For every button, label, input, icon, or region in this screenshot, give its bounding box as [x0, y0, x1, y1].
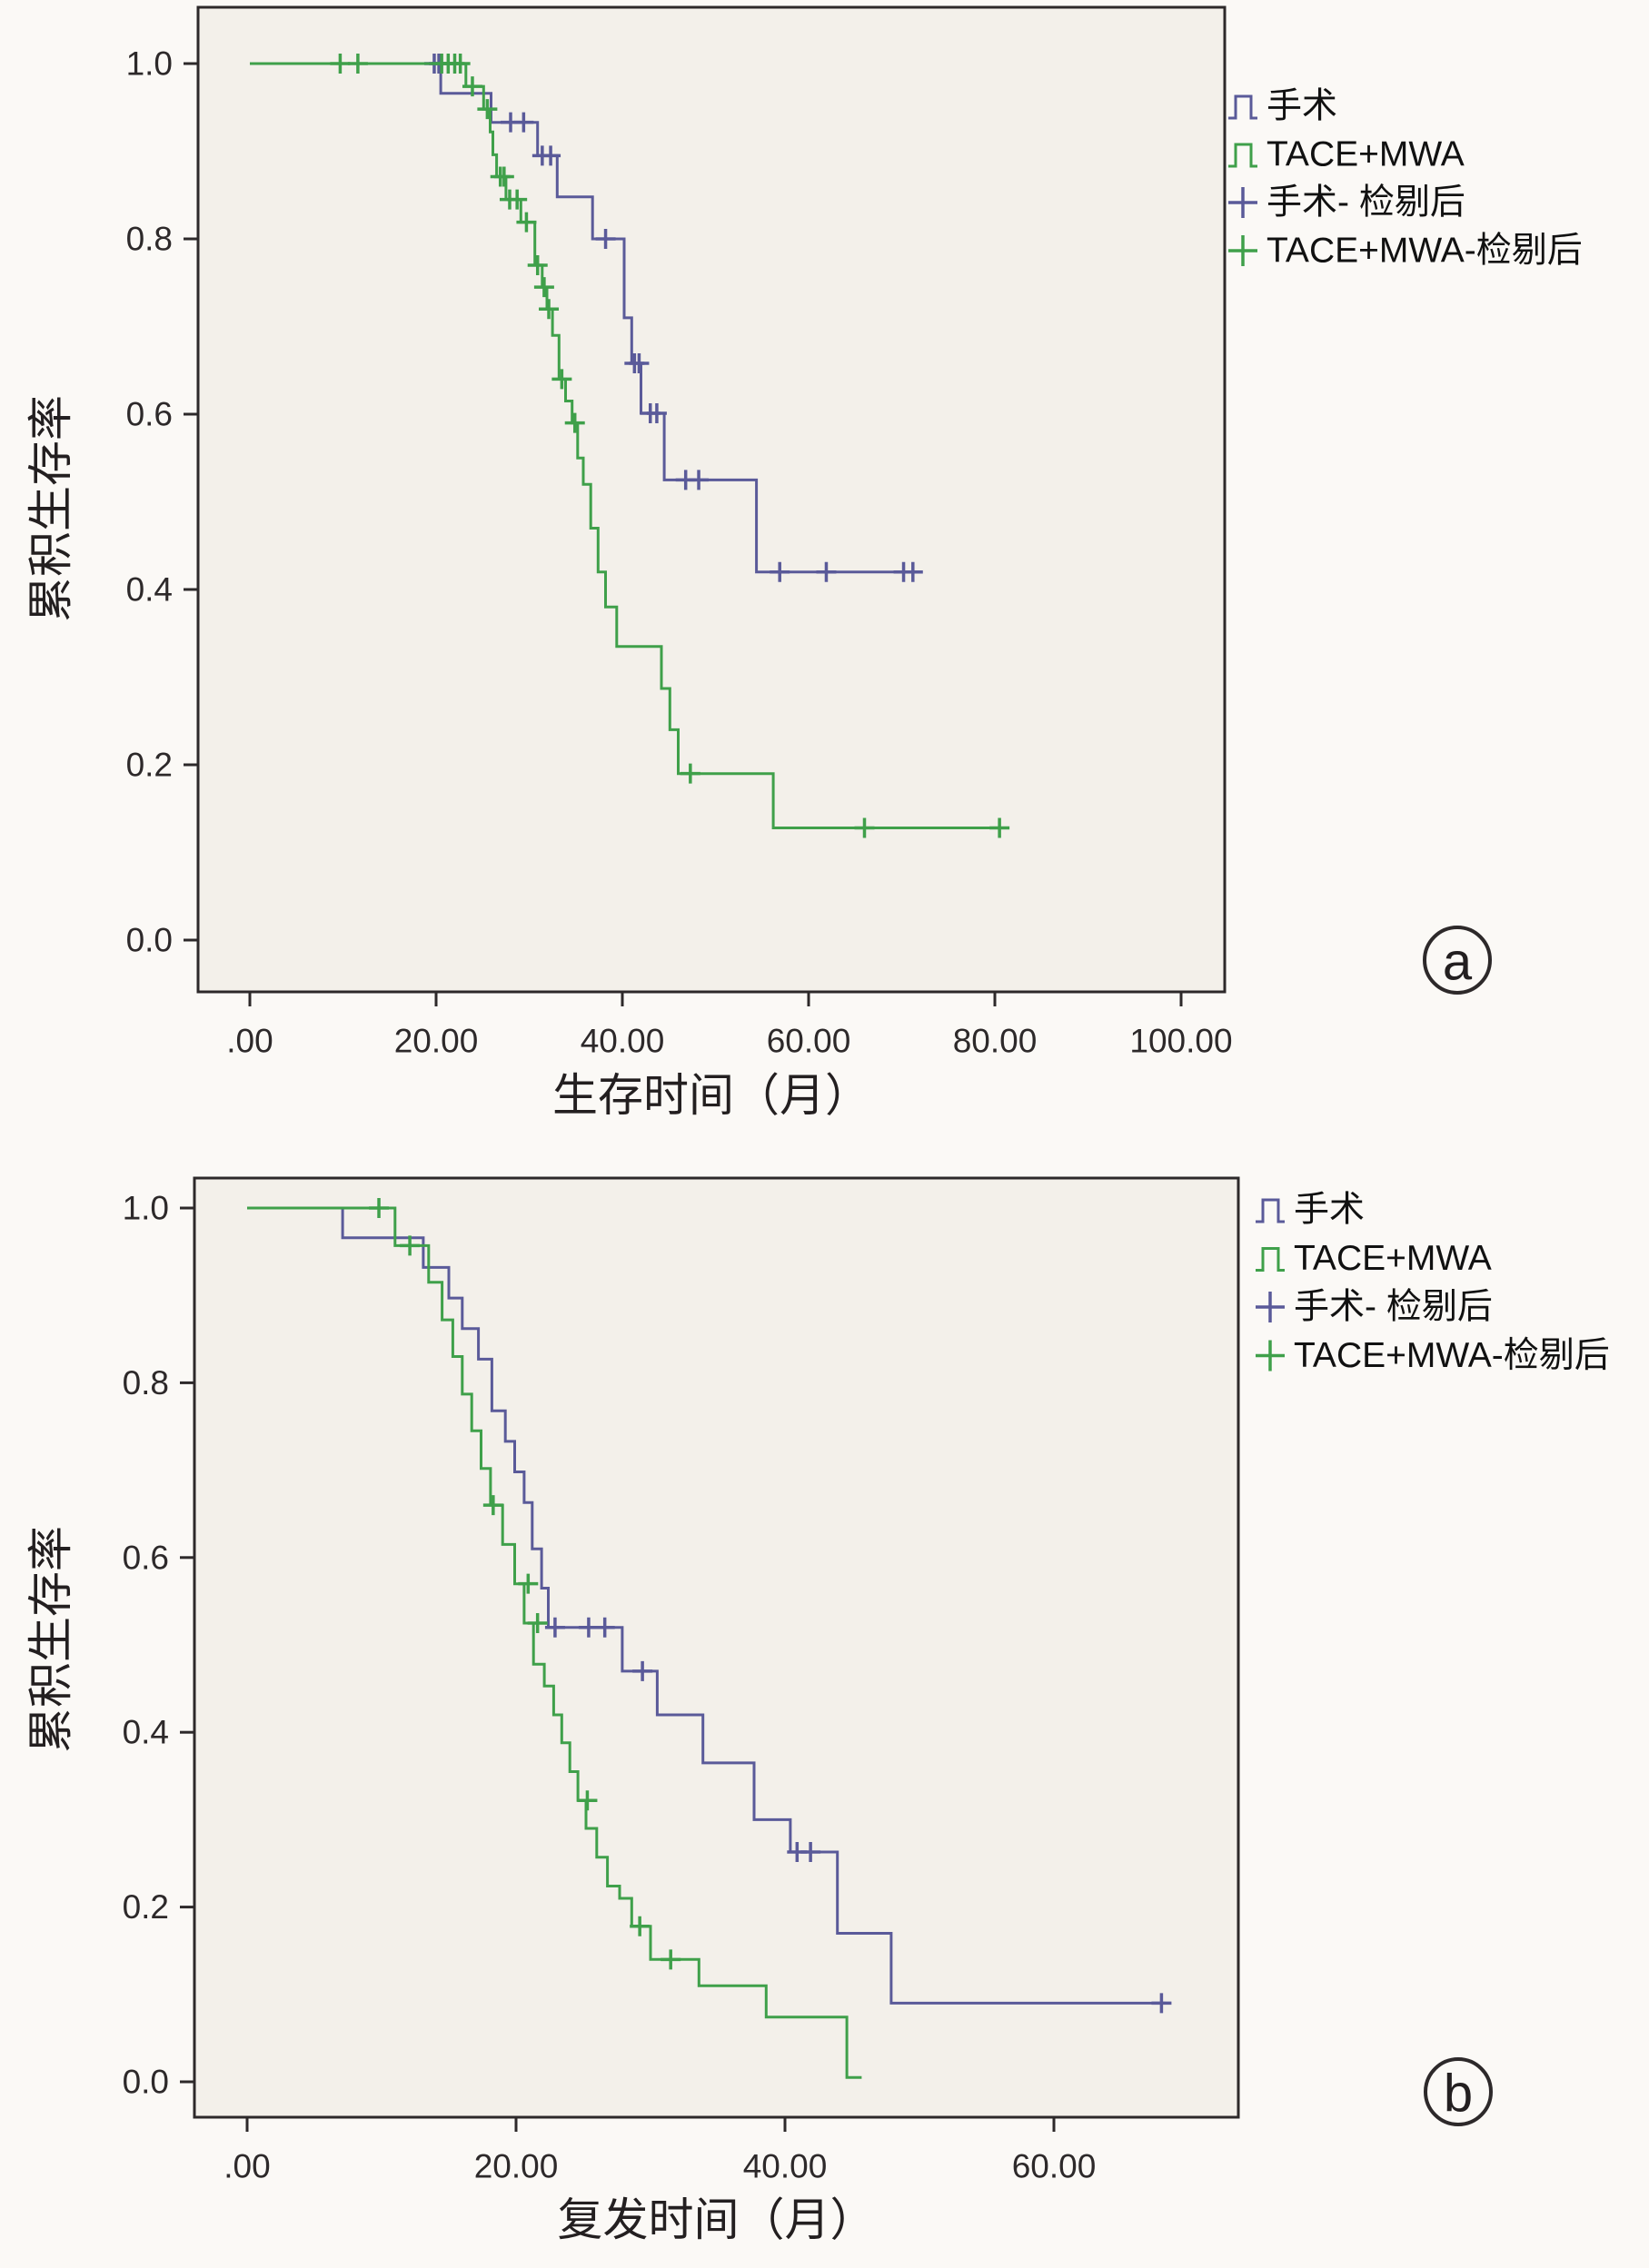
y-tick-label: 0.0 [126, 922, 173, 959]
panel-letter-a: a [1443, 933, 1473, 992]
censor-mark-surgery [689, 470, 710, 490]
panel-letter-b: b [1444, 2065, 1473, 2124]
survival-curve-surgery-b [247, 1206, 1166, 2005]
y-tick-label: 0.6 [123, 1539, 169, 1576]
censor-mark-surgery [816, 561, 837, 582]
censor-mark-surgery [629, 353, 650, 374]
x-axis-title: 生存时间（月） [552, 1070, 870, 1121]
y-tick-label: 0.8 [126, 221, 173, 258]
y-tick-label: 0.8 [123, 1364, 169, 1401]
censor-mark-tace [551, 369, 572, 390]
censor-mark-surgery [513, 112, 534, 133]
censor-mark-tace [462, 76, 482, 97]
censor-mark-tace [450, 54, 471, 74]
censor-mark-tace [564, 412, 585, 433]
legend-label: 手术 [1267, 87, 1337, 126]
y-axis-title: 累积生存率 [25, 1526, 76, 1753]
censor-mark-surgery [770, 561, 790, 582]
x-tick-label: 40.00 [581, 1023, 665, 1060]
legend-step-icon [1228, 94, 1257, 120]
x-tick-label: .00 [226, 1023, 273, 1060]
legend-label: 手术 [1294, 1191, 1365, 1230]
x-tick-label: 40.00 [743, 2148, 828, 2185]
censor-mark-tace [330, 54, 351, 74]
x-tick-label: 20.00 [394, 1023, 479, 1060]
censor-mark-tace [477, 99, 498, 120]
censor-mark-tace [369, 1198, 390, 1218]
x-tick-label: 60.00 [767, 1023, 851, 1060]
legend-label: TACE+MWA [1267, 135, 1465, 174]
censor-mark-tace [533, 277, 554, 298]
legend-step-icon [1256, 1247, 1285, 1272]
censor-mark-surgery [632, 1660, 653, 1681]
panel-a [184, 5, 1492, 1006]
x-tick-label: 60.00 [1012, 2148, 1097, 2185]
censor-mark-tace [680, 763, 700, 784]
y-tick-label: 1.0 [123, 1190, 169, 1227]
censor-mark-tace [630, 1916, 651, 1936]
panel-b [180, 1176, 1493, 2132]
censor-mark-surgery [541, 145, 561, 166]
censor-mark-surgery [646, 403, 667, 424]
x-tick-label: 80.00 [953, 1023, 1038, 1060]
censor-mark-tace [527, 1612, 548, 1633]
legend-label: 手术- 检剔后 [1267, 183, 1465, 223]
legend-plus-icon [1256, 1292, 1285, 1322]
y-tick-label: 0.2 [126, 747, 173, 784]
x-tick-label: 20.00 [474, 2148, 559, 2185]
censor-mark-tace [518, 1573, 539, 1594]
legend-plus-icon [1228, 235, 1257, 266]
legend-label: TACE+MWA [1294, 1239, 1492, 1278]
y-tick-label: 0.2 [123, 1888, 169, 1926]
censor-mark-tace [989, 817, 1010, 838]
censor-mark-surgery [595, 229, 616, 249]
censor-mark-tace [400, 1235, 421, 1256]
censor-mark-tace [577, 1790, 598, 1811]
y-tick-label: 0.0 [123, 2064, 169, 2101]
censor-mark-tace [493, 166, 514, 187]
censor-mark-surgery [902, 561, 923, 582]
censor-mark-surgery [800, 1841, 821, 1862]
censor-mark-tace [854, 817, 875, 838]
y-tick-label: 0.4 [123, 1714, 169, 1751]
y-tick-label: 1.0 [126, 45, 173, 83]
censor-mark-tace [539, 299, 560, 320]
y-tick-label: 0.6 [126, 396, 173, 433]
censor-mark-tace [516, 212, 537, 233]
legend-label: TACE+MWA-检剔后 [1294, 1336, 1610, 1375]
legend-step-icon [1228, 143, 1257, 168]
panel-letter-circle-b [1424, 2057, 1493, 2126]
censor-mark-surgery [544, 1617, 565, 1638]
plot-area-b [193, 1176, 1240, 2119]
y-tick-label: 0.4 [126, 571, 173, 609]
censor-mark-tace [527, 254, 548, 275]
plot-area-a [196, 5, 1227, 994]
legend-step-icon [1256, 1198, 1285, 1223]
x-axis-title: 复发时间（月） [558, 2194, 876, 2245]
y-axis-title: 累积生存率 [25, 395, 76, 622]
censor-mark-surgery [594, 1617, 615, 1638]
censor-mark-tace [482, 1495, 503, 1516]
censor-mark-tace [507, 189, 528, 210]
legend-label: 手术- 检剔后 [1294, 1288, 1493, 1327]
censor-mark-surgery [1151, 1993, 1172, 2014]
x-tick-label: 100.00 [1129, 1023, 1232, 1060]
legend-label: TACE+MWA-检剔后 [1267, 232, 1583, 271]
legend-plus-icon [1256, 1340, 1285, 1372]
legend-plus-icon [1228, 187, 1257, 218]
censor-mark-tace [347, 54, 368, 74]
panel-letter-circle-a [1423, 926, 1492, 995]
x-tick-label: .00 [224, 2148, 270, 2185]
censor-mark-tace [661, 1949, 681, 1970]
